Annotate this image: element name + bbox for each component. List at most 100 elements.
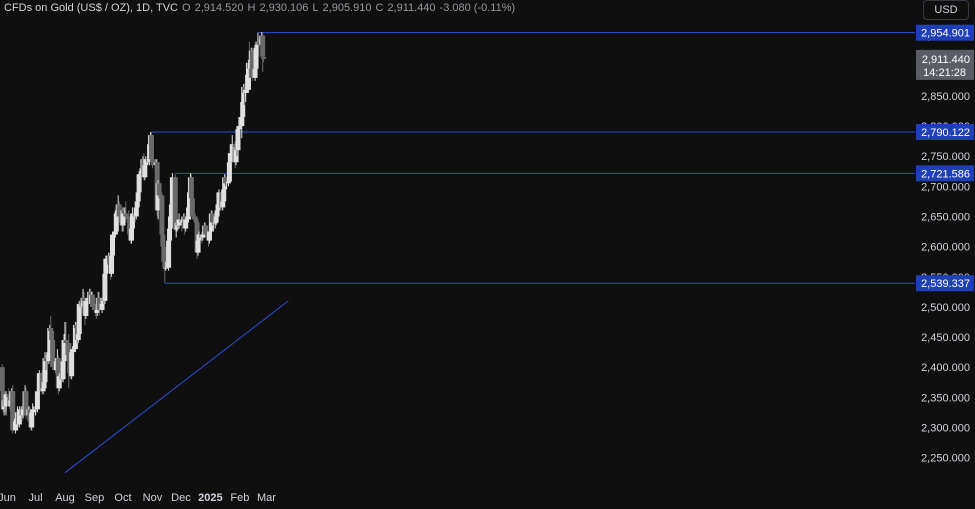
low-label: L — [312, 2, 319, 14]
candle-body — [243, 89, 249, 93]
candle-body — [221, 189, 227, 202]
candle-body — [192, 216, 198, 220]
candle-body — [90, 294, 96, 307]
level-price-label: 2,954.901 — [921, 28, 970, 40]
candle-body — [36, 373, 42, 392]
candle — [188, 174, 194, 202]
level-price-badge — [916, 275, 974, 292]
candle — [196, 231, 202, 244]
candle-body — [220, 201, 226, 208]
candle-body — [61, 340, 67, 362]
candle-body — [0, 391, 6, 410]
candle — [162, 255, 168, 283]
candle-body — [254, 44, 260, 48]
candle-body — [249, 50, 255, 78]
candle-body — [129, 213, 135, 229]
y-tick-label: 2,600.000 — [921, 242, 970, 254]
level-price-label: 2,539.337 — [921, 278, 970, 290]
candle — [261, 47, 267, 63]
candle — [143, 156, 149, 172]
candle — [43, 355, 49, 371]
candle-body — [206, 231, 212, 241]
candle-body — [46, 352, 52, 362]
y-tick-label: 2,450.000 — [921, 332, 970, 344]
candle-body — [16, 409, 22, 425]
candle-body — [75, 334, 81, 341]
y-tick-label: 2,850.000 — [921, 91, 970, 103]
candle — [223, 174, 229, 187]
candle-body — [162, 261, 168, 268]
candle-body — [196, 234, 202, 241]
candle-body — [42, 358, 48, 383]
candle-body — [120, 210, 126, 226]
candle-body — [34, 391, 40, 410]
x-tick-label: Dec — [171, 492, 191, 504]
candle — [203, 222, 209, 238]
candle — [260, 32, 266, 72]
y-tick-label: 2,350.000 — [921, 392, 970, 404]
candle-body — [48, 327, 54, 332]
x-tick-label: Mar — [257, 492, 276, 504]
candle — [60, 358, 66, 383]
candle-body — [29, 412, 35, 428]
candle — [0, 364, 5, 395]
symbol-legend: CFDs on Gold (US$ / OZ), 1D, TVC O 2,914.… — [4, 2, 515, 14]
countdown-label: 14:21:28 — [923, 67, 966, 79]
candle — [3, 391, 9, 416]
candle-body — [161, 246, 167, 262]
x-tick-label: Oct — [114, 492, 131, 504]
candle-body — [129, 228, 135, 241]
y-tick-label: 2,700.000 — [921, 181, 970, 193]
candle-body — [212, 222, 218, 224]
level-price-label: 2,721.586 — [921, 168, 970, 180]
candle — [109, 252, 115, 277]
level-price-badge — [916, 124, 974, 141]
candle — [149, 150, 155, 169]
candle — [189, 195, 195, 220]
candle-body — [253, 47, 259, 69]
candle-body — [116, 204, 122, 217]
candle — [116, 201, 122, 223]
candle — [249, 47, 255, 81]
candle-body — [126, 216, 132, 220]
candle-body — [163, 267, 169, 269]
candle — [129, 207, 135, 232]
symbol-title: CFDs on Gold (US$ / OZ), 1D, TVC — [4, 2, 179, 14]
candle-body — [99, 303, 105, 310]
candle-body — [69, 352, 75, 377]
candle — [256, 38, 262, 57]
open-label: O — [182, 2, 191, 14]
candle-body — [112, 231, 118, 235]
candle — [61, 334, 67, 365]
high-label: H — [247, 2, 256, 14]
candle-body — [123, 213, 129, 217]
candle-body — [215, 204, 221, 211]
candle — [103, 255, 109, 277]
candle-body — [173, 228, 179, 230]
candle-body — [40, 388, 46, 392]
candle-body — [227, 153, 233, 163]
candle-body — [167, 228, 173, 241]
candle — [253, 44, 259, 72]
candle-body — [252, 68, 258, 78]
candle — [156, 180, 162, 199]
x-tick-label: Sep — [85, 492, 105, 504]
candle-body — [83, 300, 89, 316]
candle — [90, 291, 96, 310]
candle — [83, 297, 89, 319]
last-price-badge — [916, 49, 974, 80]
candle-body — [50, 340, 56, 368]
candle — [23, 388, 29, 419]
candle — [163, 261, 169, 271]
candle-body — [167, 216, 173, 229]
level-price-badge — [916, 165, 974, 182]
candle-body — [0, 367, 5, 392]
candle-body — [3, 394, 9, 407]
candle — [216, 189, 222, 208]
x-tick-label: Aug — [55, 492, 75, 504]
candle-body — [56, 376, 62, 389]
currency-button[interactable]: USD — [923, 0, 969, 20]
candle — [161, 234, 167, 262]
candle-body — [41, 382, 47, 389]
